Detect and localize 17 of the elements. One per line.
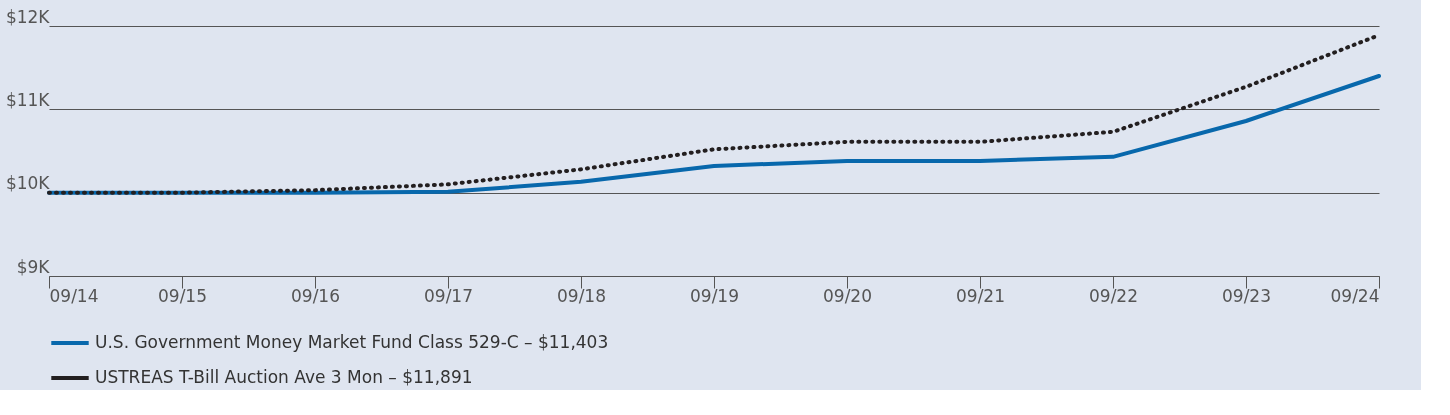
legend-label: U.S. Government Money Market Fund Class 529-C – $11,403 (95, 332, 609, 352)
x-tick-label: 09/16 (291, 285, 340, 306)
legend-label: USTREAS T-Bill Auction Ave 3 Mon – $11,891 (95, 367, 473, 387)
x-tick-label: 09/18 (557, 285, 606, 306)
y-tick-label: $12K (5, 6, 51, 27)
y-tick-label: $10K (5, 173, 51, 194)
x-tick-label: 09/20 (823, 285, 872, 306)
x-tick-label: 09/23 (1222, 285, 1271, 306)
y-tick-label: $11K (5, 89, 51, 110)
x-tick-label: 09/19 (690, 285, 739, 306)
y-tick-label: $9K (16, 256, 51, 277)
x-tick-label: 09/14 (49, 285, 99, 306)
x-tick-label: 09/15 (158, 285, 207, 306)
x-tick-label: 09/21 (956, 285, 1005, 306)
x-tick-label: 09/22 (1089, 285, 1138, 306)
x-tick-label: 09/24 (1330, 285, 1380, 306)
x-tick-label: 09/17 (424, 285, 473, 306)
